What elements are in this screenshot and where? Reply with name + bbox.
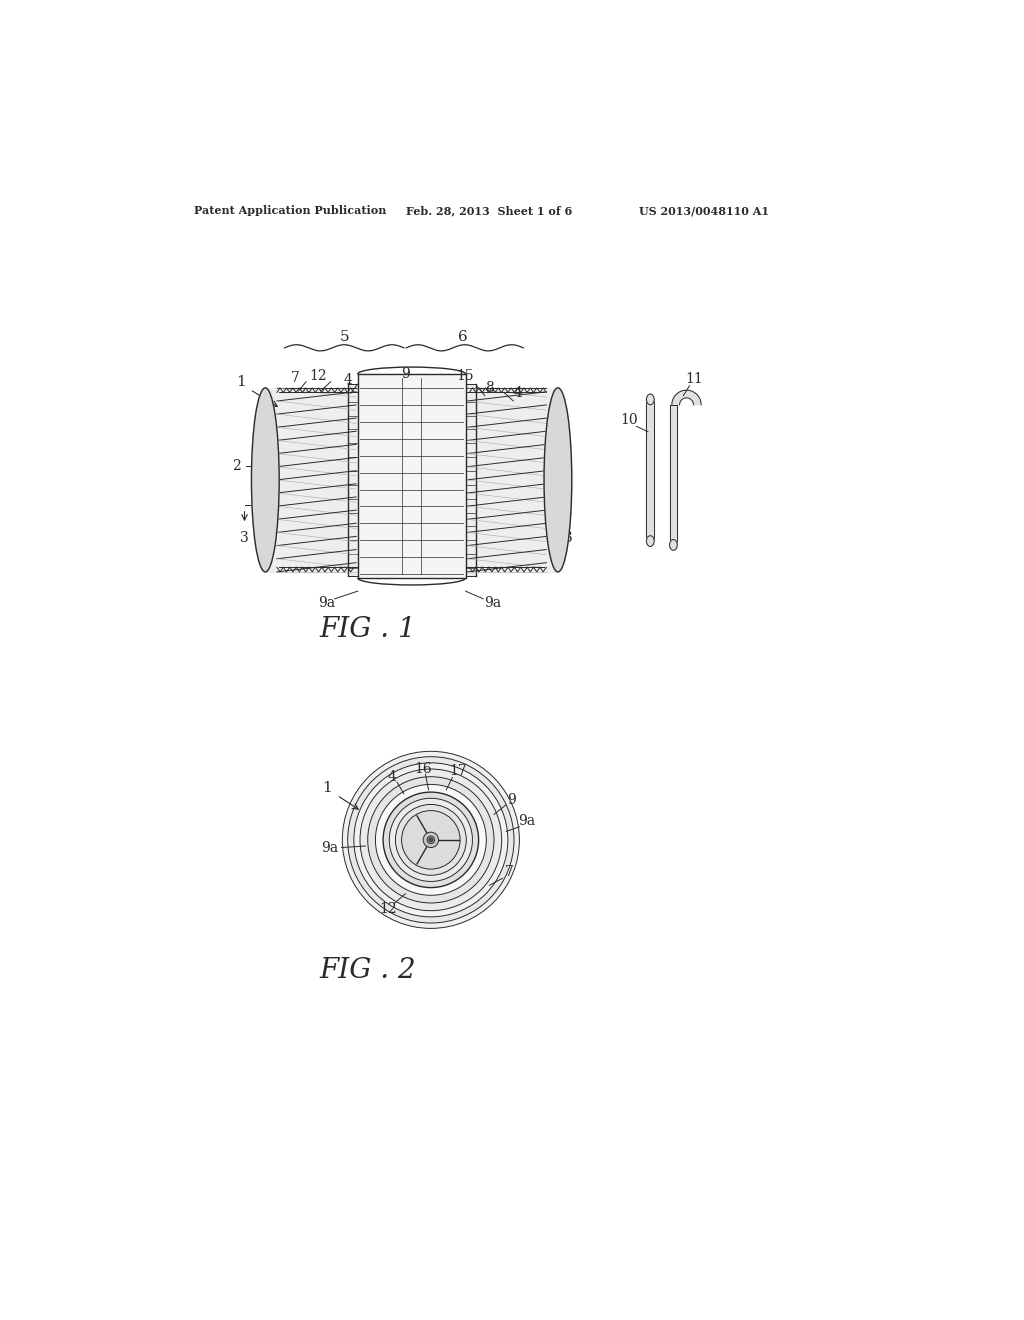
Circle shape xyxy=(389,799,472,882)
Ellipse shape xyxy=(544,388,571,572)
Circle shape xyxy=(348,756,514,923)
Text: Patent Application Publication: Patent Application Publication xyxy=(194,206,386,216)
Polygon shape xyxy=(265,388,357,572)
Circle shape xyxy=(368,776,494,903)
Circle shape xyxy=(429,838,433,842)
Circle shape xyxy=(342,751,519,928)
Text: 4: 4 xyxy=(343,374,352,387)
Polygon shape xyxy=(357,374,466,578)
Text: 9: 9 xyxy=(507,793,516,807)
Text: 17: 17 xyxy=(449,764,467,779)
Text: 12: 12 xyxy=(309,370,328,383)
Circle shape xyxy=(376,784,486,895)
Text: 9: 9 xyxy=(401,367,410,381)
Text: 1: 1 xyxy=(236,375,246,388)
Text: 11: 11 xyxy=(685,372,703,387)
Polygon shape xyxy=(466,384,475,576)
Text: 4: 4 xyxy=(513,387,522,400)
Circle shape xyxy=(427,836,435,843)
Ellipse shape xyxy=(646,536,654,546)
Text: 6: 6 xyxy=(459,330,468,345)
Circle shape xyxy=(383,792,478,887)
Text: 7: 7 xyxy=(505,865,514,879)
Text: 2: 2 xyxy=(232,459,242,474)
Polygon shape xyxy=(670,405,677,545)
Text: 9a: 9a xyxy=(321,841,338,854)
Text: FIG . 2: FIG . 2 xyxy=(319,957,416,985)
Text: Feb. 28, 2013  Sheet 1 of 6: Feb. 28, 2013 Sheet 1 of 6 xyxy=(407,206,572,216)
Text: 5: 5 xyxy=(340,330,349,345)
Text: 3: 3 xyxy=(241,531,249,545)
Polygon shape xyxy=(348,384,357,576)
Text: 9a: 9a xyxy=(518,813,535,828)
Text: 3: 3 xyxy=(563,531,572,545)
Text: 10: 10 xyxy=(621,413,638,428)
Polygon shape xyxy=(466,388,558,572)
Circle shape xyxy=(423,832,438,847)
Text: 9a: 9a xyxy=(318,597,336,610)
Text: 15: 15 xyxy=(457,368,474,383)
Ellipse shape xyxy=(252,388,280,572)
Text: 9a: 9a xyxy=(484,597,501,610)
Circle shape xyxy=(354,763,508,917)
Ellipse shape xyxy=(670,540,677,550)
Ellipse shape xyxy=(646,395,654,405)
Circle shape xyxy=(401,810,460,869)
Text: 12: 12 xyxy=(379,902,396,916)
Circle shape xyxy=(395,804,466,875)
Polygon shape xyxy=(646,400,654,541)
Text: US 2013/0048110 A1: US 2013/0048110 A1 xyxy=(639,206,769,216)
Circle shape xyxy=(360,770,502,911)
Text: 1: 1 xyxy=(322,781,332,795)
Polygon shape xyxy=(672,391,701,405)
Text: 4: 4 xyxy=(388,770,396,784)
Text: 7: 7 xyxy=(291,371,300,385)
Text: FIG . 1: FIG . 1 xyxy=(319,616,416,643)
Text: 8: 8 xyxy=(485,381,494,395)
Text: 16: 16 xyxy=(415,762,432,776)
